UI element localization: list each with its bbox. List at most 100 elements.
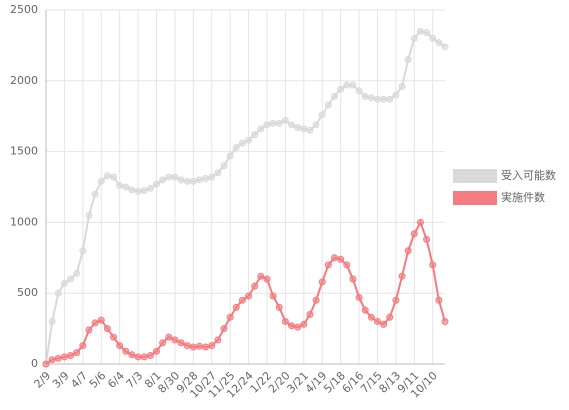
x-tick-label: 2/9	[32, 369, 54, 391]
data-point	[128, 351, 136, 359]
data-point	[306, 126, 314, 134]
data-point	[275, 119, 283, 127]
data-point	[189, 343, 197, 351]
data-point	[380, 95, 388, 103]
data-point	[324, 101, 332, 109]
y-tick-label: 500	[17, 286, 38, 299]
data-point	[441, 43, 449, 51]
data-point	[140, 353, 148, 361]
data-point	[152, 347, 160, 355]
data-point	[238, 296, 246, 304]
data-point	[122, 347, 130, 355]
x-tick-label: 6/4	[105, 369, 127, 391]
data-point	[232, 303, 240, 311]
data-point	[110, 173, 118, 181]
data-point	[392, 296, 400, 304]
data-point	[48, 356, 56, 364]
data-point	[404, 247, 412, 255]
data-point	[220, 162, 228, 170]
data-point	[373, 95, 381, 103]
y-tick-label: 2000	[10, 74, 38, 87]
data-point	[103, 325, 111, 333]
data-point	[429, 34, 437, 42]
data-point	[331, 254, 339, 262]
data-point	[361, 306, 369, 314]
data-point	[91, 190, 99, 198]
data-point	[373, 318, 381, 326]
data-point	[110, 333, 118, 341]
data-point	[435, 39, 443, 47]
data-point	[189, 177, 197, 185]
data-point	[251, 131, 259, 139]
data-point	[288, 121, 296, 129]
data-point	[380, 320, 388, 328]
data-point	[361, 92, 369, 100]
data-point	[195, 176, 203, 184]
data-point	[263, 121, 271, 129]
data-point	[97, 316, 105, 324]
data-point	[275, 303, 283, 311]
data-point	[91, 319, 99, 327]
data-point	[269, 119, 277, 127]
data-point	[60, 353, 68, 361]
data-point	[251, 282, 259, 290]
data-point	[269, 292, 277, 300]
data-point	[220, 325, 228, 333]
x-tick-label: 5/6	[87, 369, 109, 391]
legend-swatch	[453, 191, 497, 205]
y-tick-label: 2500	[10, 3, 38, 16]
data-point	[67, 352, 75, 360]
data-point	[165, 333, 173, 341]
data-point	[435, 296, 443, 304]
legend-label: 受入可能数	[501, 168, 556, 182]
data-point	[134, 353, 142, 361]
data-point	[79, 342, 87, 350]
data-point	[177, 176, 185, 184]
data-point	[281, 318, 289, 326]
data-point	[183, 177, 191, 185]
data-point	[140, 187, 148, 195]
data-point	[398, 272, 406, 280]
x-tick-label: 4/7	[68, 369, 90, 391]
x-tick-label: 3/9	[50, 369, 72, 391]
data-point	[312, 121, 320, 129]
legend-label: 実施件数	[501, 190, 545, 204]
data-point	[423, 29, 431, 37]
data-point	[134, 187, 142, 195]
data-point	[171, 336, 179, 344]
data-point	[165, 173, 173, 181]
data-point	[398, 82, 406, 90]
data-point	[300, 125, 308, 133]
data-point	[318, 278, 326, 286]
data-point	[116, 342, 124, 350]
y-tick-label: 1000	[10, 215, 38, 228]
data-point	[343, 261, 351, 269]
data-point	[318, 111, 326, 119]
data-point	[337, 255, 345, 263]
data-point	[343, 81, 351, 89]
data-point	[245, 136, 253, 144]
data-point	[202, 175, 210, 183]
data-point	[429, 261, 437, 269]
data-point	[208, 173, 216, 181]
data-point	[97, 177, 105, 185]
data-point	[79, 247, 87, 255]
data-point	[54, 289, 62, 297]
data-point	[195, 342, 203, 350]
data-point	[331, 92, 339, 100]
data-point	[306, 310, 314, 318]
data-point	[410, 34, 418, 42]
data-point	[337, 85, 345, 93]
data-point	[416, 218, 424, 226]
data-point	[263, 275, 271, 283]
data-point	[245, 292, 253, 300]
data-point	[410, 230, 418, 238]
data-point	[404, 56, 412, 64]
data-point	[300, 320, 308, 328]
data-point	[349, 81, 357, 89]
data-point	[355, 87, 363, 95]
data-point	[48, 318, 56, 326]
data-point	[288, 322, 296, 330]
data-point	[146, 184, 154, 192]
data-point	[159, 176, 167, 184]
